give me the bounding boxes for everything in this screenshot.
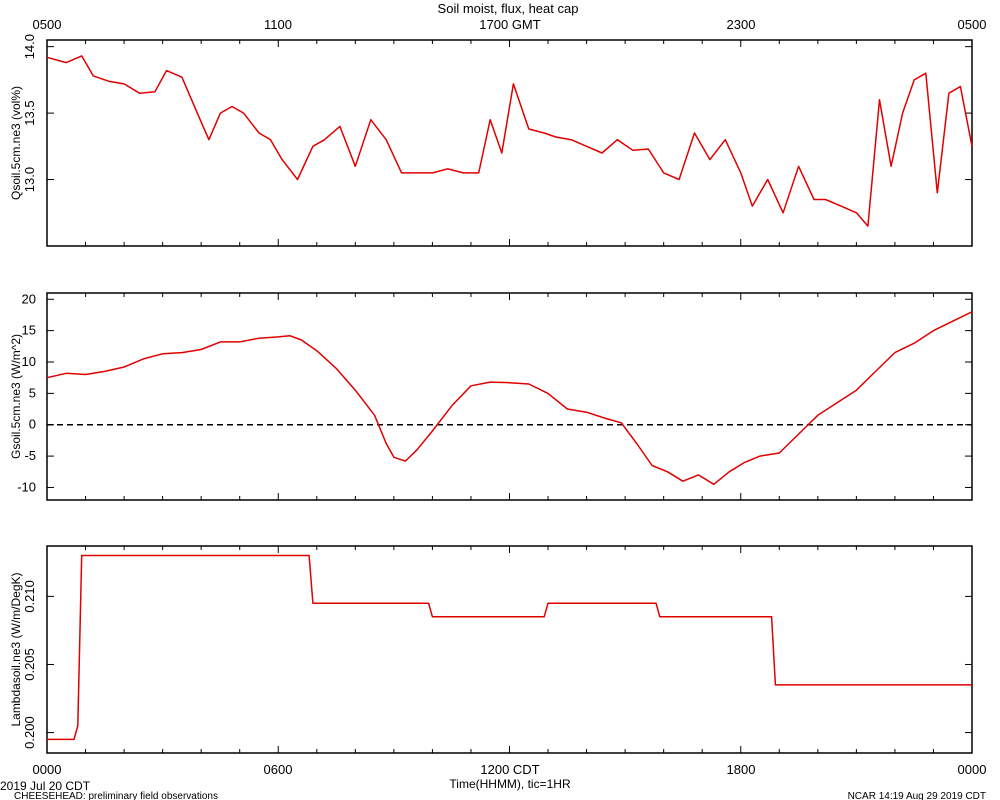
panel-1-y-tick-label: 20 [22, 291, 36, 306]
date-label: 2019 Jul 20 CDT [0, 779, 91, 793]
bottom-axis-tick-label-3: 1800 [727, 762, 756, 777]
panel-1-frame [46, 292, 973, 501]
bottom-axis-tick-label-2: 1200 CDT [480, 762, 539, 777]
panel-1-y-tick-label: 10 [22, 354, 36, 369]
panel-1-y-axis-label: Gsoil.5cm.ne3 (W/m^2) [9, 334, 23, 459]
credit-label: NCAR 14:19 Aug 29 2019 CDT [848, 791, 986, 800]
top-axis-tick-label-1: 1100 [264, 17, 292, 32]
bottom-axis-tick-label-0: 0000 [33, 762, 62, 777]
panel-1-y-tick-label: -5 [24, 448, 36, 463]
panel-0-frame [46, 39, 973, 247]
panel-1-y-tick-label: 5 [29, 385, 36, 400]
panel-2-y-axis-label: Lambdasoil.ne3 (W/m/DegK) [9, 572, 23, 726]
panel-0-y-tick-label: 13.0 [22, 167, 37, 192]
panel-0-y-axis-label: Qsoil.5cm.ne3 (vol%) [9, 86, 23, 200]
panel-0: 13.0 13.5 14.0 Qsoil.5cm.ne3 (vol%) [9, 34, 973, 247]
top-axis-tick-label-2: 1700 GMT [479, 17, 540, 32]
panel-1-series-line-0 [46, 311, 973, 486]
panel-0-y-tick-label: 13.5 [22, 100, 37, 125]
top-axis-tick-label-0: 0500 [33, 17, 62, 32]
chart-panels: 13.0 13.5 14.0 Qsoil.5cm.ne3 (vol%) -10 -5 0 5 1… [9, 34, 973, 754]
panel-2-y-tick-label: 0.200 [22, 716, 37, 749]
project-label: CHEESEHEAD: preliminary field observatio… [14, 791, 218, 800]
figure-title: Soil moist, flux, heat cap [438, 1, 579, 16]
top-axis-tick-label-3: 2300 [727, 17, 756, 32]
top-axis-tick-label-4: 0500 [958, 17, 987, 32]
panel-0-y-tick-label: 14.0 [22, 34, 37, 59]
panel-2-series-line-0 [47, 554, 972, 741]
panel-2-frame [46, 545, 973, 754]
x-axis-label: Time(HHMM), tic=1HR [449, 777, 571, 791]
bottom-axis-tick-label-4: 0000 [958, 762, 987, 777]
panel-0-series-line-0 [46, 55, 973, 227]
bottom-axis-tick-label-1: 0600 [264, 762, 293, 777]
panel-1-y-tick-label: -10 [17, 479, 36, 494]
panel-1-y-tick-label: 15 [22, 323, 36, 338]
panel-2-y-tick-label: 0.205 [22, 648, 37, 681]
panel-2-y-tick-label: 0.210 [22, 580, 37, 613]
panel-1: -10 -5 0 5 10 15 20 Gsoil.5cm.ne3 (W/m^2) [9, 291, 973, 501]
panel-1-y-tick-label: 0 [29, 417, 36, 432]
